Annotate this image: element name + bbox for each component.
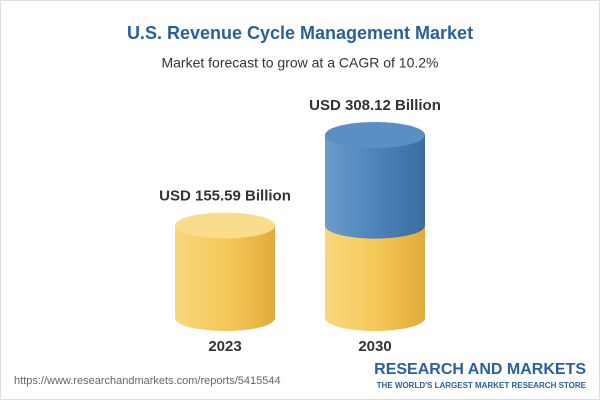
cylinder-body [325, 135, 425, 226]
cylinder-top [175, 212, 275, 239]
cylinder-top [325, 122, 425, 148]
cylinder-body [325, 225, 425, 318]
source-url: https://www.researchandmarkets.com/repor… [14, 375, 281, 387]
x-tick-label: 2030 [358, 338, 391, 355]
x-tick-label: 2023 [208, 338, 241, 355]
value-label: USD 155.59 Billion [159, 188, 291, 205]
chart-title: U.S. Revenue Cycle Management Market [127, 23, 473, 43]
tagline: THE WORLD'S LARGEST MARKET RESEARCH STOR… [377, 381, 587, 390]
brand: RESEARCH AND MARKETS [374, 361, 586, 378]
value-label: USD 308.12 Billion [309, 97, 441, 114]
cylinder-joint-cover [325, 211, 425, 226]
chart-subtitle: Market forecast to grow at a CAGR of 10.… [161, 55, 438, 71]
cylinder-body [175, 225, 275, 318]
